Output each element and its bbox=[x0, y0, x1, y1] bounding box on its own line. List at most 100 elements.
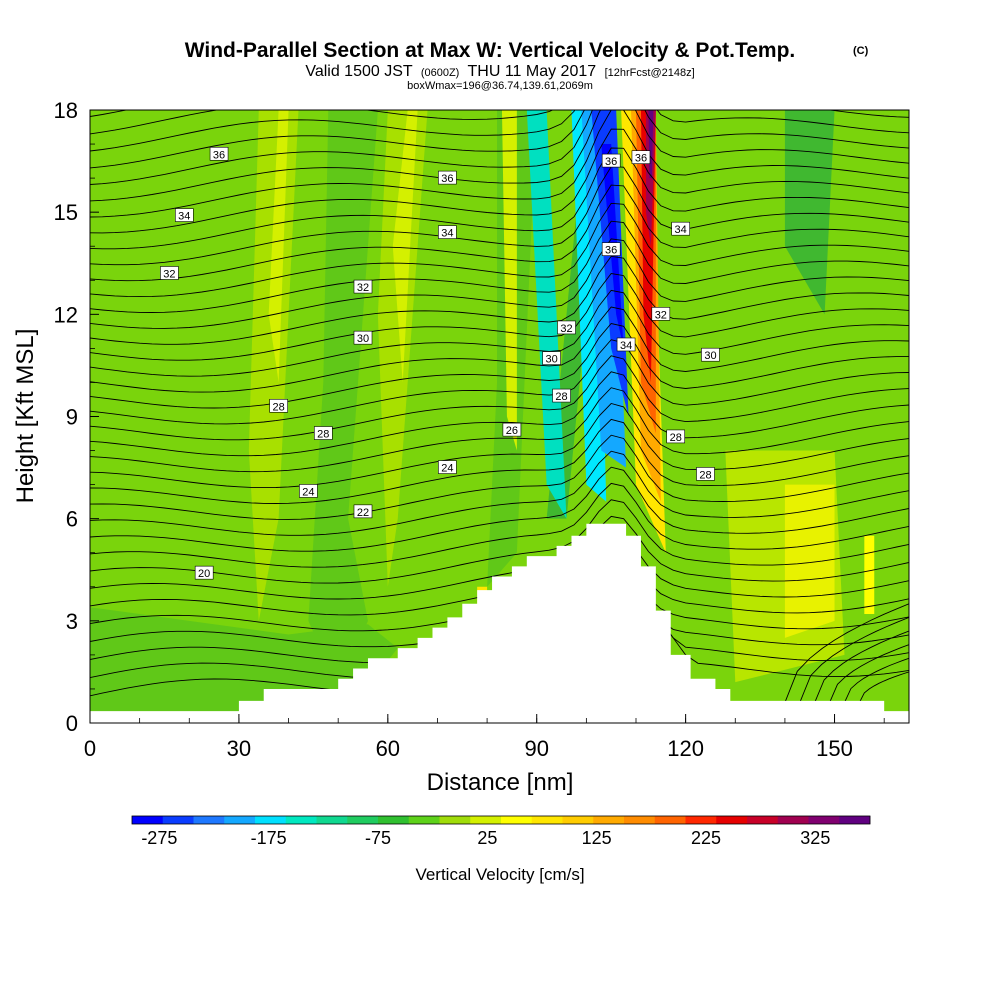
colorbar-frame bbox=[131, 815, 871, 825]
colorbar-tick-label: -175 bbox=[251, 828, 287, 848]
svg-text:36: 36 bbox=[605, 156, 617, 168]
colorbar-swatch bbox=[593, 816, 625, 824]
isentrope-line bbox=[90, 339, 909, 425]
right-yellow-core bbox=[864, 535, 875, 615]
right-pale-area bbox=[784, 484, 835, 638]
contour-label: 34 bbox=[175, 208, 194, 223]
contour-label: 34 bbox=[616, 337, 636, 352]
forecast-info: [12hrFcst@2148z] bbox=[605, 67, 695, 79]
svg-text:36: 36 bbox=[441, 173, 453, 185]
svg-text:30: 30 bbox=[545, 354, 557, 366]
svg-text:28: 28 bbox=[699, 469, 711, 481]
isentrope-line-right bbox=[844, 657, 909, 703]
contour-label: 34 bbox=[438, 225, 457, 240]
left-green-band bbox=[308, 110, 378, 689]
contour-label: 36 bbox=[438, 170, 457, 185]
contour-label: 28 bbox=[552, 388, 571, 403]
isentrope-line-right bbox=[829, 644, 909, 703]
isentrope-line bbox=[90, 255, 909, 345]
valid-date: THU 11 May 2017 bbox=[468, 63, 597, 80]
yellow-strip bbox=[501, 110, 517, 451]
svg-text:32: 32 bbox=[163, 268, 175, 280]
colorbar-swatch bbox=[654, 816, 686, 824]
svg-text:32: 32 bbox=[357, 282, 369, 294]
contour-label: 24 bbox=[299, 484, 318, 498]
x-tick-label: 150 bbox=[816, 736, 853, 761]
colorbar-swatch bbox=[531, 816, 563, 824]
isentrope-line bbox=[90, 220, 909, 313]
isentrope-line bbox=[90, 323, 909, 409]
contour-label: 24 bbox=[438, 460, 457, 475]
mid-pale-band bbox=[392, 110, 418, 383]
svg-text:24: 24 bbox=[441, 463, 453, 475]
isentrope-line bbox=[90, 434, 909, 520]
svg-text:34: 34 bbox=[178, 211, 190, 223]
terrain bbox=[90, 523, 909, 723]
contour-label: 30 bbox=[701, 347, 720, 362]
svg-text:34: 34 bbox=[620, 340, 632, 352]
svg-text:32: 32 bbox=[560, 323, 572, 335]
x-axis-ticks: 0 30 60 90 120 150 bbox=[84, 714, 885, 761]
svg-text:36: 36 bbox=[605, 245, 617, 257]
isentrope-line bbox=[90, 238, 909, 329]
colorbar-swatch bbox=[501, 816, 533, 824]
colorbar-swatch bbox=[685, 816, 717, 824]
isentrope-line-right bbox=[799, 616, 909, 703]
svg-text:28: 28 bbox=[272, 401, 284, 413]
x-tick-label: 0 bbox=[84, 736, 96, 761]
colorbar-swatch bbox=[408, 816, 440, 824]
svg-text:28: 28 bbox=[555, 391, 567, 403]
contour-label: 32 bbox=[353, 279, 373, 294]
svg-text:34: 34 bbox=[675, 224, 687, 236]
isentrope-line bbox=[90, 418, 909, 504]
contour-label: 30 bbox=[353, 330, 373, 345]
contour-label: 22 bbox=[353, 504, 373, 519]
colorbar: -275 -175 -75 25 125 225 325 bbox=[131, 815, 871, 848]
x-tick-label: 90 bbox=[524, 736, 548, 761]
colorbar-swatch bbox=[193, 816, 225, 824]
colorbar-swatch bbox=[747, 816, 779, 824]
contour-label: 28 bbox=[313, 426, 333, 441]
isentrope-line bbox=[90, 482, 909, 568]
isentrope-line bbox=[90, 110, 909, 202]
contour-label: 28 bbox=[696, 467, 715, 481]
isentrope-line bbox=[90, 402, 909, 489]
colorbar-swatch bbox=[562, 816, 594, 824]
isentrope-line bbox=[90, 371, 909, 457]
svg-text:22: 22 bbox=[357, 507, 369, 519]
colorbar-swatch bbox=[162, 816, 194, 824]
svg-text:30: 30 bbox=[357, 333, 369, 345]
contour-label: 36 bbox=[631, 150, 651, 165]
contour-label: 28 bbox=[666, 429, 686, 444]
contour-label: 34 bbox=[671, 221, 690, 236]
contour-labels: 36 34 32 36 34 32 30 28 28 26 24 24 22 20 36 36 34 36 32 32… bbox=[160, 146, 720, 580]
isentrope-line bbox=[90, 184, 909, 282]
isentrope-line bbox=[90, 515, 909, 600]
box-info: boxWmax=196@36.74,139.61,2069m bbox=[407, 80, 593, 92]
y-tick-label: 3 bbox=[66, 609, 78, 634]
isentrope-line-right bbox=[814, 630, 909, 703]
y-tick-label: 6 bbox=[66, 507, 78, 532]
svg-text:30: 30 bbox=[704, 350, 716, 362]
colorbar-tick-label: 325 bbox=[800, 828, 830, 848]
x-tick-label: 30 bbox=[227, 736, 251, 761]
utc-time: (0600Z) bbox=[421, 67, 460, 79]
cyan-band-a bbox=[526, 110, 567, 519]
colorbar-tick-label: 125 bbox=[582, 828, 612, 848]
isentrope-line bbox=[90, 289, 909, 377]
isentrope-line bbox=[90, 110, 554, 135]
colorbar-swatch bbox=[132, 816, 164, 824]
valid-time-line: Valid 1500 JST (0600Z) THU 11 May 2017 [… bbox=[305, 63, 694, 80]
contour-label: 30 bbox=[542, 351, 561, 366]
svg-text:28: 28 bbox=[670, 432, 682, 444]
colorbar-swatch bbox=[285, 816, 317, 824]
left-yellow-band bbox=[248, 110, 299, 621]
isentrope-line bbox=[90, 110, 909, 218]
contour-label: 32 bbox=[557, 320, 576, 335]
svg-text:24: 24 bbox=[302, 486, 314, 498]
colorbar-swatch bbox=[777, 816, 809, 824]
isentrope-line bbox=[90, 273, 909, 361]
isentrope-line bbox=[90, 450, 909, 536]
colorbar-tick-label: -275 bbox=[141, 828, 177, 848]
